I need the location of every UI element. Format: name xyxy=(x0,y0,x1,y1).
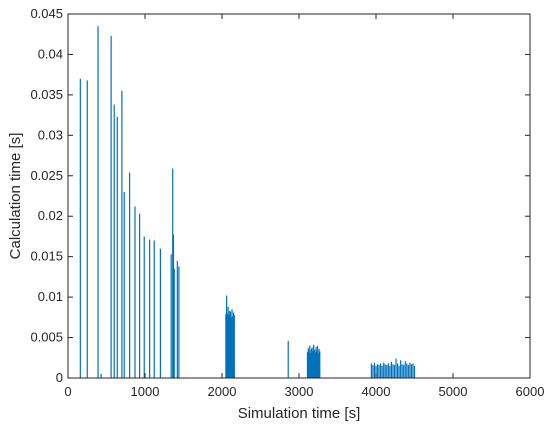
y-axis: 0 0.005 0.01 0.015 0.02 0.025 0.03 0.035 0.04 0.0… xyxy=(30,6,530,385)
x-tick-label: 0 xyxy=(64,384,71,399)
x-tick-label: 4000 xyxy=(362,384,391,399)
x-axis-label: Simulation time [s] xyxy=(238,405,361,422)
y-tick-label: 0.01 xyxy=(38,289,63,304)
y-tick-label: 0.02 xyxy=(38,208,63,223)
y-axis-label: Calculation time [s] xyxy=(7,133,24,260)
y-tick-label: 0.005 xyxy=(30,330,63,345)
x-tick-label: 6000 xyxy=(516,384,545,399)
y-tick-label: 0.015 xyxy=(30,249,63,264)
y-tick-label: 0.035 xyxy=(30,87,63,102)
y-tick-label: 0.03 xyxy=(38,127,63,142)
y-tick-label: 0.045 xyxy=(30,6,63,21)
y-tick-label: 0 xyxy=(56,370,63,385)
x-tick-label: 5000 xyxy=(439,384,468,399)
plot-area-background xyxy=(68,14,530,378)
x-axis: 0 1000 2000 3000 4000 5000 6000 xyxy=(64,14,544,399)
y-tick-label: 0.04 xyxy=(38,46,63,61)
data-bars xyxy=(79,26,416,378)
x-tick-label: 3000 xyxy=(285,384,314,399)
y-tick-label: 0.025 xyxy=(30,168,63,183)
x-tick-label: 1000 xyxy=(131,384,160,399)
x-tick-label: 2000 xyxy=(208,384,237,399)
